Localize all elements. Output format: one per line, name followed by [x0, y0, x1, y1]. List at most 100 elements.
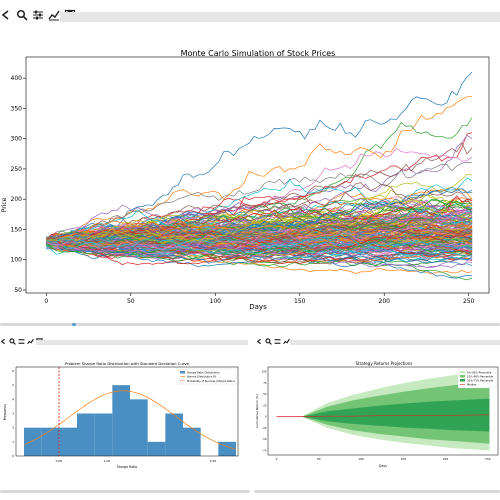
main-x-tick-label: 50: [127, 298, 135, 305]
fan-legend-box: [457, 368, 497, 389]
hist-bar: [147, 441, 166, 456]
hist-x-tick: 0.25: [210, 459, 217, 463]
fan-legend-label: 5%-95% Percentile: [467, 370, 492, 374]
fan-y-tick-label: 75: [263, 381, 267, 385]
fan-legend: 5%-95% Percentile 10%-90% Percentile 25%…: [457, 368, 497, 389]
fan-x-label: Days: [379, 464, 387, 468]
search-icon[interactable]: [265, 338, 272, 345]
fan-y-tick-label: -25: [262, 426, 267, 430]
fan-legend-label: Median: [467, 382, 477, 386]
fan-x-tick-label: 200: [443, 457, 449, 461]
line-chart-icon[interactable]: [27, 338, 34, 345]
fan-plot-frame: [267, 366, 499, 456]
hist-bar: [130, 399, 148, 456]
simulation-path: [46, 95, 473, 242]
hist-y-tick-label: 1: [12, 440, 14, 444]
main-y-ticks: 50 100 150 200 250 300 350 400: [11, 75, 26, 294]
sliders-icon[interactable]: [32, 9, 44, 21]
main-chart-title: Monte Carlo Simulation of Stock Prices: [181, 49, 336, 58]
simulation-path: [46, 234, 473, 255]
main-x-tick-label: 250: [463, 298, 475, 305]
simulation-path: [46, 213, 473, 243]
fan-y-label: Cumulative Return (%): [255, 394, 259, 428]
main-x-tick-label: 100: [210, 298, 222, 305]
fan-toolbar-divider: [290, 340, 500, 345]
back-arrow-icon[interactable]: [0, 338, 7, 345]
fan-x-tick-label: 150: [401, 457, 407, 461]
main-x-tick-label: 200: [379, 298, 391, 305]
hist-chart-title: Problem Sharpe Ratio Distribution with S…: [65, 361, 190, 366]
simulation-path: [46, 199, 473, 247]
fan-legend-swatch: [460, 375, 465, 378]
fan-x-tick-label: 0: [276, 457, 278, 461]
simulation-path: [46, 188, 473, 242]
simulation-path: [46, 227, 473, 251]
main-x-tick-label: 150: [294, 298, 306, 305]
hist-y-label: Frequency: [3, 404, 7, 421]
simulation-path: [46, 226, 473, 250]
monte-carlo-chart: Monte Carlo Simulation of Stock Prices 0…: [1, 49, 490, 311]
fan-y-tick-label: 50: [263, 392, 267, 396]
simulation-path: [46, 162, 473, 243]
main-y-tick-label: 200: [11, 196, 23, 203]
line-chart-icon[interactable]: [48, 9, 60, 21]
fan-legend-label: 10%-90% Percentile: [467, 374, 493, 378]
hist-x-tick: 0.00: [56, 459, 63, 463]
hist-legend-label: Normal Distribution Fit: [187, 375, 216, 379]
fan-y-tick-label: 25: [263, 403, 267, 407]
hist-x-tick: 1.00: [104, 459, 111, 463]
sliders-icon[interactable]: [18, 338, 25, 345]
fan-y-tick-label: -50: [262, 437, 267, 441]
sliders-icon[interactable]: [274, 338, 281, 345]
fan-scrollbar[interactable]: [254, 490, 500, 493]
fan-x-tick-label: 50: [317, 457, 321, 461]
main-y-tick-label: 100: [11, 257, 23, 264]
hist-bar: [112, 385, 130, 456]
median-line: [276, 414, 490, 417]
hist-figure-panel: Problem Sharpe Ratio Distribution with S…: [0, 350, 250, 472]
hist-y-tick-label: 6: [12, 369, 14, 373]
hist-y-ticks: 0 1 2 3 4 5 6: [12, 369, 14, 458]
fan-chart-title: Strategy Returns Projections: [356, 361, 413, 366]
hist-bar: [41, 427, 60, 456]
search-icon[interactable]: [16, 9, 28, 21]
fan-y-tick-label: -75: [262, 448, 267, 452]
simulation-path: [46, 221, 473, 248]
simulation-path: [46, 209, 473, 242]
hist-y-tick-label: 5: [12, 383, 14, 387]
hist-bar: [24, 427, 42, 456]
back-arrow-icon[interactable]: [256, 338, 263, 345]
main-plot-frame: [25, 56, 490, 294]
simulation-path: [46, 209, 473, 248]
main-y-tick-label: 250: [11, 166, 23, 173]
hist-x-ticks: 0.00 1.00 0.25: [56, 459, 217, 463]
simulation-path: [46, 227, 473, 252]
search-icon[interactable]: [9, 338, 16, 345]
fan-y-ticks: -75 -50 -25 0 25 50 75 100: [262, 370, 267, 453]
main-figure-panel: Monte Carlo Simulation of Stock Prices 0…: [0, 26, 500, 322]
simulation-path: [46, 224, 473, 244]
main-scrollbar[interactable]: [0, 323, 500, 326]
hist-toolbar-divider: [36, 340, 248, 345]
simulation-path: [46, 231, 473, 257]
main-y-tick-label: 350: [11, 105, 23, 112]
simulation-path: [46, 238, 473, 258]
main-y-label: Price: [1, 197, 8, 212]
simulation-path: [46, 199, 473, 243]
hist-plot-frame: [15, 366, 239, 457]
main-x-tick-label: 0: [44, 298, 48, 305]
main-y-tick-label: 300: [11, 136, 23, 143]
simulation-path: [46, 228, 473, 249]
hist-bar: [165, 413, 183, 456]
hist-scrollbar[interactable]: [0, 490, 250, 493]
simulation-path: [46, 239, 473, 262]
fan-legend-label: 25%-75% Percentile: [467, 378, 493, 382]
simulation-path: [46, 134, 473, 241]
back-arrow-icon[interactable]: [0, 9, 12, 21]
fan-bands: [276, 371, 490, 451]
hist-y-tick-label: 3: [12, 412, 14, 416]
fan-figure-panel: Strategy Returns Projections 0 50 100 150 20…: [254, 350, 500, 472]
hist-y-tick-label: 4: [12, 397, 14, 401]
line-chart-icon[interactable]: [283, 338, 290, 345]
main-scrollbar-thumb[interactable]: [72, 323, 76, 326]
